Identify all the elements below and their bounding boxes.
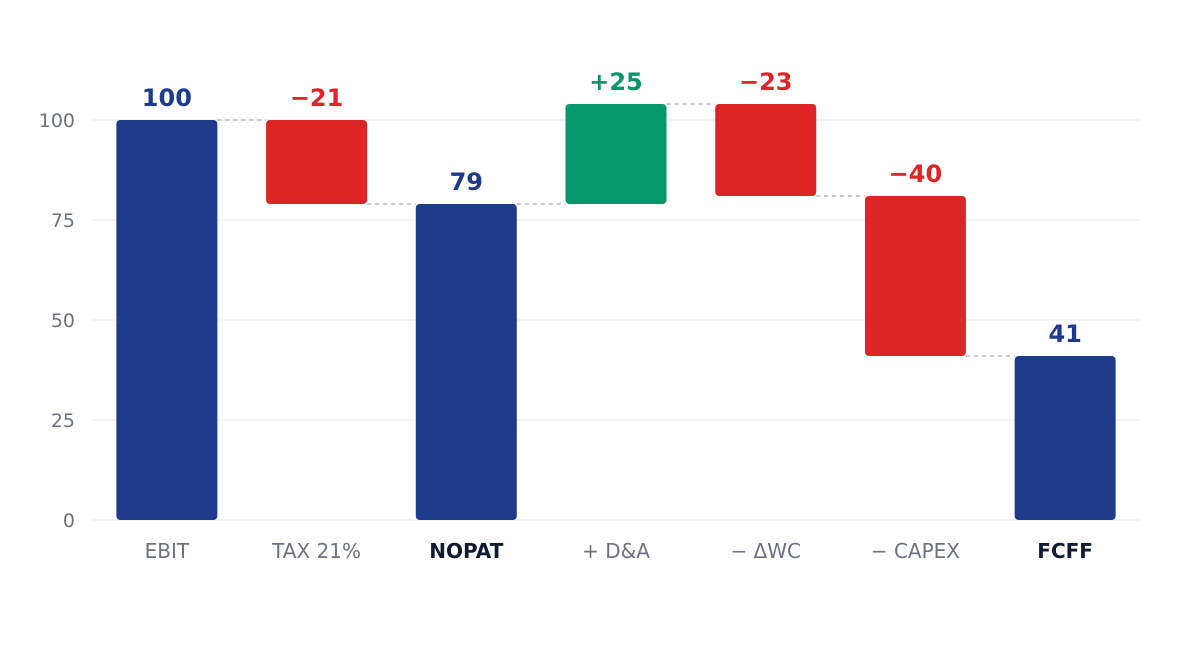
x-tick-label: TAX 21% bbox=[271, 539, 361, 563]
value-label: 79 bbox=[450, 168, 483, 196]
value-label: −23 bbox=[739, 68, 793, 96]
bar-d-a bbox=[565, 104, 667, 204]
x-tick-label: + D&A bbox=[582, 539, 650, 563]
bar-nopat bbox=[415, 204, 517, 520]
bars bbox=[116, 104, 1116, 520]
value-label: −40 bbox=[889, 160, 943, 188]
y-axis: 0 25 50 75 100 bbox=[39, 110, 75, 532]
value-label: 41 bbox=[1048, 320, 1081, 348]
y-tick-label: 100 bbox=[39, 110, 75, 132]
bar-fcff bbox=[1014, 356, 1116, 520]
y-tick-label: 25 bbox=[51, 410, 75, 432]
value-label: −21 bbox=[290, 84, 344, 112]
bar-tax-21 bbox=[266, 120, 368, 204]
bar-wc bbox=[715, 104, 817, 196]
x-tick-label: − CAPEX bbox=[871, 539, 960, 563]
x-tick-label: FCFF bbox=[1037, 539, 1093, 563]
value-labels: 100 −21 79 +25 −23 −40 41 bbox=[142, 68, 1082, 348]
y-tick-label: 75 bbox=[51, 210, 75, 232]
bar-ebit bbox=[116, 120, 218, 520]
y-tick-label: 50 bbox=[51, 310, 75, 332]
x-axis: EBIT TAX 21% NOPAT + D&A − ΔWC − CAPEX FCFF bbox=[145, 539, 1093, 563]
bar-capex bbox=[864, 196, 966, 356]
x-tick-label: NOPAT bbox=[429, 539, 503, 563]
value-label: +25 bbox=[589, 68, 643, 96]
x-tick-label: EBIT bbox=[145, 539, 190, 563]
y-tick-label: 0 bbox=[63, 510, 75, 532]
connector-lines bbox=[217, 103, 1015, 357]
value-label: 100 bbox=[142, 84, 192, 112]
x-tick-label: − ΔWC bbox=[730, 539, 801, 563]
